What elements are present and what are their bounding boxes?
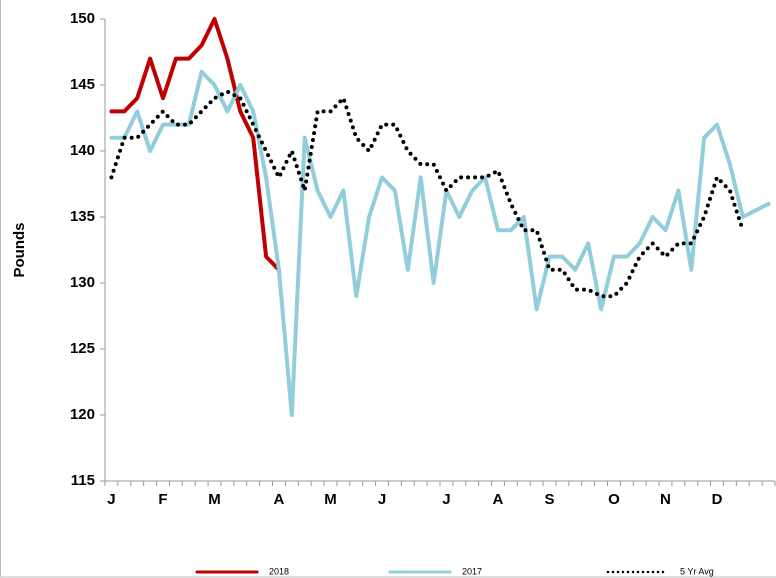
legend-label: 5 Yr Avg <box>680 566 714 576</box>
x-tick-label: M <box>208 491 221 508</box>
x-tick-label: J <box>107 491 115 508</box>
x-tick-label: A <box>493 491 504 508</box>
x-tick-label: J <box>378 491 386 508</box>
y-tick-label: 115 <box>71 472 95 489</box>
x-tick-label: M <box>324 491 337 508</box>
legend-label: 2018 <box>269 566 289 576</box>
y-tick-label: 135 <box>70 208 95 225</box>
series-line <box>109 89 745 299</box>
y-tick-label: 145 <box>70 76 95 93</box>
y-tick-label: 125 <box>70 340 95 357</box>
x-tick-label: A <box>274 491 285 508</box>
y-tick-label: 120 <box>70 406 95 423</box>
x-tick-label: D <box>712 491 723 508</box>
x-tick-label: F <box>158 491 167 508</box>
series-line <box>109 17 281 272</box>
legend-label: 2017 <box>462 566 482 576</box>
y-axis-label: Pounds <box>11 223 28 278</box>
y-tick-label: 150 <box>70 10 95 27</box>
series-line <box>109 69 771 417</box>
y-tick-label: 140 <box>70 142 95 159</box>
x-tick-label: N <box>660 491 671 508</box>
x-tick-label: J <box>442 491 450 508</box>
y-tick-label: 130 <box>70 274 95 291</box>
x-tick-label: S <box>545 491 555 508</box>
x-tick-label: O <box>608 491 620 508</box>
